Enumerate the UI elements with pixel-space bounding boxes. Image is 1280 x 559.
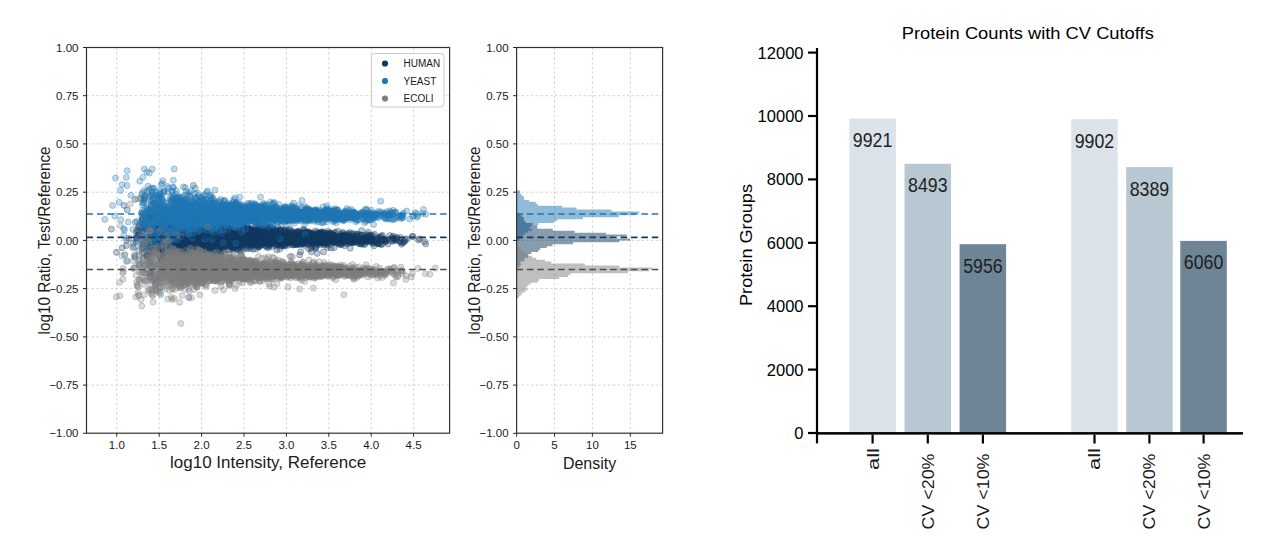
svg-text:4000: 4000: [767, 297, 804, 315]
svg-text:0.25: 0.25: [56, 186, 78, 198]
svg-text:3.0: 3.0: [278, 439, 294, 451]
svg-text:0.75: 0.75: [486, 90, 508, 102]
svg-text:0: 0: [794, 424, 803, 442]
svg-text:−0.50: −0.50: [49, 331, 78, 343]
svg-text:10: 10: [586, 439, 599, 451]
svg-text:0.75: 0.75: [56, 90, 78, 102]
svg-text:1.00: 1.00: [56, 42, 78, 54]
svg-text:3.5: 3.5: [321, 439, 337, 451]
svg-text:log10 Ratio, Test/Reference: log10 Ratio, Test/Reference: [466, 146, 483, 334]
svg-text:5956: 5956: [963, 254, 1003, 277]
svg-text:9902: 9902: [1075, 129, 1115, 152]
svg-text:−0.50: −0.50: [479, 331, 508, 343]
svg-text:0: 0: [513, 439, 519, 451]
svg-text:6060: 6060: [1184, 250, 1224, 273]
svg-text:2.0: 2.0: [194, 439, 210, 451]
svg-text:1.0: 1.0: [109, 439, 125, 451]
svg-text:9921: 9921: [853, 128, 893, 151]
svg-text:−1.00: −1.00: [479, 427, 508, 439]
svg-text:0.50: 0.50: [486, 138, 508, 150]
svg-text:0.00: 0.00: [56, 235, 78, 247]
svg-text:6000: 6000: [767, 234, 804, 252]
svg-text:0.00: 0.00: [486, 235, 508, 247]
svg-text:CV <20%: CV <20%: [919, 453, 937, 529]
svg-text:1.5: 1.5: [151, 439, 167, 451]
svg-text:Protein Counts with CV Cutoffs: Protein Counts with CV Cutoffs: [902, 24, 1154, 43]
svg-text:all: all: [1085, 448, 1103, 470]
svg-text:HUMAN: HUMAN: [404, 58, 441, 69]
svg-text:ECOLI: ECOLI: [404, 93, 434, 104]
svg-text:5: 5: [551, 439, 557, 451]
svg-text:2.5: 2.5: [236, 439, 252, 451]
svg-text:12000: 12000: [758, 44, 804, 62]
svg-text:YEAST: YEAST: [404, 76, 437, 87]
svg-text:0.25: 0.25: [486, 186, 508, 198]
svg-text:Density: Density: [563, 455, 616, 472]
svg-text:4.5: 4.5: [406, 439, 422, 451]
svg-text:−0.75: −0.75: [49, 379, 78, 391]
svg-text:8493: 8493: [908, 173, 948, 196]
svg-text:CV <10%: CV <10%: [1195, 453, 1213, 529]
svg-text:8000: 8000: [767, 170, 804, 188]
svg-text:1.00: 1.00: [486, 42, 508, 54]
svg-text:−0.25: −0.25: [49, 283, 78, 295]
svg-text:0.50: 0.50: [56, 138, 78, 150]
svg-text:8389: 8389: [1130, 177, 1170, 200]
svg-text:4.0: 4.0: [363, 439, 379, 451]
svg-text:15: 15: [624, 439, 637, 451]
svg-text:all: all: [864, 448, 882, 470]
svg-text:10000: 10000: [758, 107, 804, 125]
svg-text:−1.00: −1.00: [49, 427, 78, 439]
svg-text:−0.75: −0.75: [479, 379, 508, 391]
svg-text:log10 Ratio, Test/Reference: log10 Ratio, Test/Reference: [36, 146, 53, 334]
svg-text:−0.25: −0.25: [479, 283, 508, 295]
svg-text:CV <20%: CV <20%: [1140, 453, 1158, 529]
svg-text:CV <10%: CV <10%: [974, 453, 992, 529]
svg-text:log10 Intensity, Reference: log10 Intensity, Reference: [170, 454, 366, 471]
svg-text:Protein Groups: Protein Groups: [737, 184, 756, 306]
svg-text:2000: 2000: [767, 361, 804, 379]
